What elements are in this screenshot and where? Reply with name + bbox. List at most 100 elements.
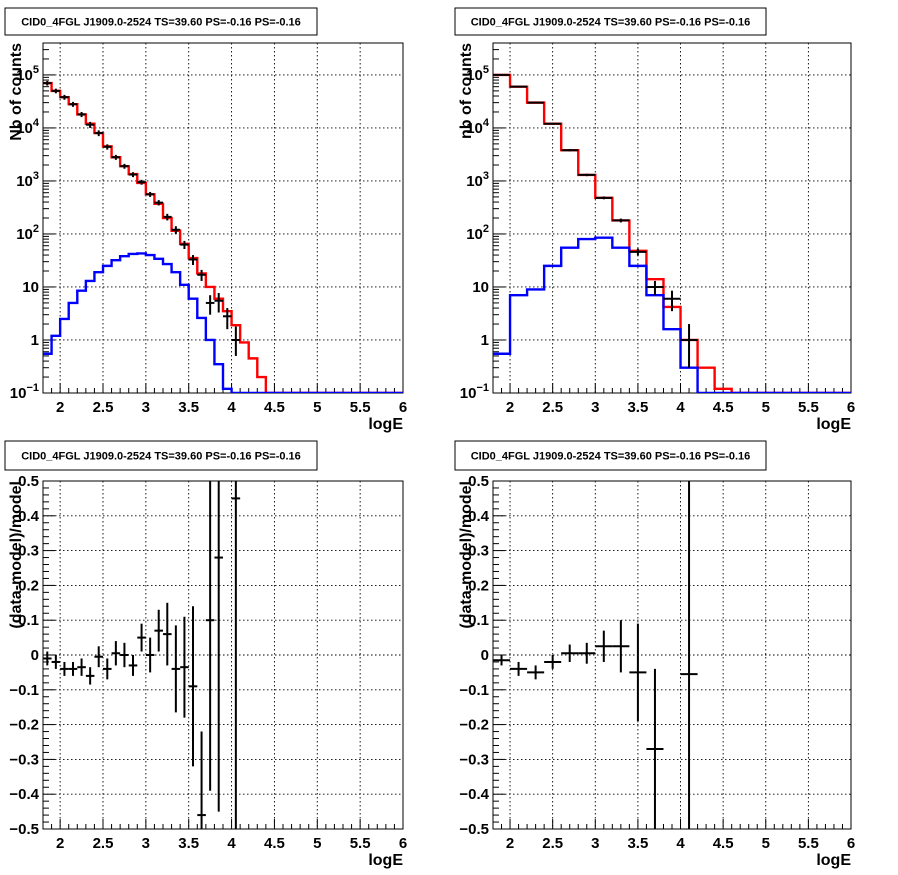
data-point bbox=[137, 179, 146, 185]
y-tick-label: 104 bbox=[466, 117, 490, 137]
y-tick-label: 105 bbox=[466, 64, 489, 84]
y-tick-label: −0.2 bbox=[459, 717, 489, 734]
grid bbox=[43, 480, 404, 830]
y-tick-exponent: 5 bbox=[483, 64, 489, 76]
plot-data bbox=[493, 73, 851, 393]
y-tick-base: 10 bbox=[16, 120, 33, 137]
x-tick-label: 4.5 bbox=[713, 835, 734, 852]
x-tick-label: 4 bbox=[676, 399, 685, 416]
chart-panel-br: 2 2.5 3 3.5 4 4.5 5 5.5 6 −0.5 −0.4 −0.3 −0.2 −0.1 0 0.… bbox=[454, 440, 855, 869]
plot-data bbox=[43, 481, 241, 829]
title-box bbox=[454, 440, 767, 471]
x-tick-label: 4 bbox=[676, 835, 685, 852]
x-tick-label: 5 bbox=[313, 835, 321, 852]
data-point bbox=[111, 154, 121, 160]
y-tick-label: 0.5 bbox=[18, 473, 39, 490]
x-tick-label: 2 bbox=[56, 399, 64, 416]
x-tick-label: 3 bbox=[591, 835, 599, 852]
data-point bbox=[154, 200, 163, 206]
data-point bbox=[60, 94, 69, 100]
y-tick-label: 105 bbox=[16, 64, 39, 84]
y-tick-exponent: 4 bbox=[33, 117, 40, 129]
y-tick-label: 0.2 bbox=[468, 577, 489, 594]
data-point bbox=[180, 240, 189, 250]
grid bbox=[43, 43, 404, 394]
data-point bbox=[527, 665, 545, 680]
data-point bbox=[578, 642, 596, 664]
data-point bbox=[94, 646, 103, 668]
chart-title: CID0_4FGL J1909.0-2524 TS=39.60 PS=-0.16… bbox=[21, 451, 301, 463]
x-tick-label: 2.5 bbox=[93, 835, 114, 852]
x-tick-label: 3 bbox=[142, 399, 150, 416]
y-tick-label: 10−1 bbox=[460, 382, 489, 402]
x-tick-label: 4.5 bbox=[713, 399, 734, 416]
y-tick-label: 10 bbox=[472, 279, 489, 296]
x-tick-label: 6 bbox=[399, 399, 407, 416]
x-tick-label: 5 bbox=[313, 399, 321, 416]
data-point bbox=[77, 658, 86, 676]
data-point bbox=[214, 292, 223, 313]
y-tick-base: 10 bbox=[460, 385, 477, 402]
x-tick-label: 3 bbox=[142, 835, 150, 852]
y-tick-base: 10 bbox=[466, 226, 483, 243]
y-tick-label: 0.1 bbox=[18, 612, 39, 629]
x-tick-label: 5.5 bbox=[798, 835, 819, 852]
y-tick-label: −0.4 bbox=[459, 786, 489, 803]
data-point bbox=[51, 88, 61, 94]
data-point bbox=[103, 144, 112, 150]
title-box bbox=[4, 7, 318, 36]
y-tick-label: 104 bbox=[16, 117, 40, 137]
y-tick-label: 10−1 bbox=[10, 382, 39, 402]
x-tick-label: 3.5 bbox=[627, 399, 648, 416]
y-tick-base: 10 bbox=[16, 173, 33, 190]
chart-panel-bl: 2 2.5 3 3.5 4 4.5 5 5.5 6 −0.5 −0.4 −0.3 −0.2 −0.1 0 0.… bbox=[4, 440, 407, 869]
chart-title: CID0_4FGL J1909.0-2524 TS=39.60 PS=-0.16… bbox=[471, 17, 751, 29]
data-point bbox=[663, 290, 681, 312]
data-point bbox=[51, 655, 61, 669]
data-point bbox=[510, 85, 528, 88]
x-tick-label: 3 bbox=[591, 399, 599, 416]
y-tick-label: 102 bbox=[466, 223, 489, 243]
x-tick-label: 4.5 bbox=[264, 835, 285, 852]
data-point bbox=[43, 651, 52, 666]
data-point bbox=[163, 213, 172, 221]
plot-data bbox=[493, 481, 698, 829]
data-point bbox=[171, 625, 181, 713]
data-point bbox=[612, 218, 630, 223]
data-point bbox=[612, 620, 630, 673]
data-point bbox=[646, 280, 664, 296]
y-tick-label: −0.5 bbox=[9, 821, 39, 838]
x-tick-label: 5 bbox=[762, 399, 770, 416]
plot-data bbox=[43, 80, 403, 393]
y-tick-exponent: 4 bbox=[483, 117, 490, 129]
data-point bbox=[137, 623, 146, 652]
data-point bbox=[197, 269, 206, 281]
data-point bbox=[595, 196, 613, 200]
y-tick-base: 10 bbox=[466, 120, 483, 137]
chart-title: CID0_4FGL J1909.0-2524 TS=39.60 PS=-0.16… bbox=[471, 451, 751, 463]
y-tick-label: 0 bbox=[481, 647, 489, 664]
x-tick-label: 4 bbox=[227, 835, 236, 852]
data-point bbox=[68, 101, 78, 107]
data-point bbox=[120, 642, 129, 668]
x-tick-label: 5.5 bbox=[350, 399, 371, 416]
x-tick-label: 3.5 bbox=[178, 835, 199, 852]
y-tick-base: 10 bbox=[466, 67, 483, 84]
y-tick-exponent: 2 bbox=[483, 223, 489, 235]
axis-ticks bbox=[492, 42, 852, 394]
y-tick-label: 0.3 bbox=[18, 543, 39, 560]
data-point bbox=[493, 73, 511, 76]
axis-ticks bbox=[492, 480, 852, 830]
y-tick-base: 10 bbox=[466, 173, 483, 190]
y-tick-base: 10 bbox=[16, 226, 33, 243]
y-tick-label: −0.3 bbox=[459, 751, 489, 768]
y-axis-title: (data-model)/model bbox=[458, 481, 475, 629]
y-tick-base: 10 bbox=[16, 67, 33, 84]
y-tick-label: 0.4 bbox=[18, 508, 40, 525]
y-axis-title: (data-model)/model bbox=[8, 481, 25, 629]
data-point bbox=[43, 80, 52, 86]
y-tick-exponent: −1 bbox=[476, 382, 489, 394]
y-tick-label: 0.3 bbox=[468, 543, 489, 560]
